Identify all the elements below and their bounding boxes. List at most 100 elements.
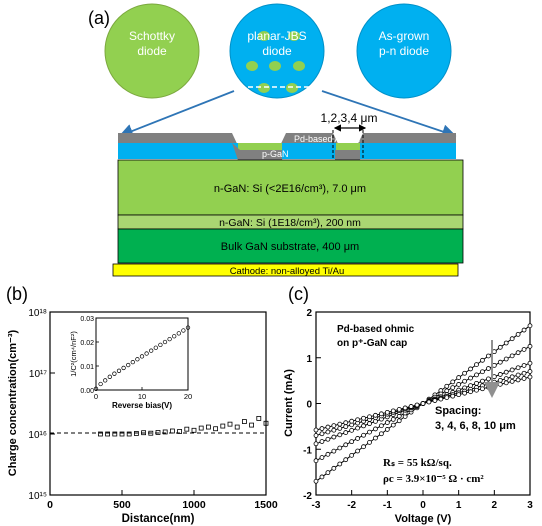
plot-c-point [331, 427, 337, 433]
plot-c-point [402, 405, 408, 411]
plot-c-point [444, 383, 450, 389]
plot-c-point [390, 416, 396, 422]
plot-b-point [198, 425, 204, 431]
plot-b-point [119, 431, 125, 437]
plot-b-point [213, 426, 219, 432]
inset-points [93, 325, 191, 391]
plot-c-point [509, 374, 515, 380]
plot-c-point [319, 439, 325, 444]
schottky-circle [104, 3, 200, 99]
plot-b-point [98, 431, 103, 437]
panel-c-label: (c) [288, 284, 309, 304]
plot-c-point [361, 415, 366, 421]
plot-c-point [456, 382, 462, 387]
plot-b-point [234, 424, 240, 430]
plot-c-point [378, 431, 384, 437]
plot-c-point [438, 396, 444, 402]
plot-c-point [343, 430, 349, 435]
zoom-arrow-right [321, 90, 457, 139]
plot-c-point [521, 327, 527, 333]
cathode-layer [112, 263, 459, 277]
plot-c-title-2: on p⁺-GaN cap [337, 338, 407, 349]
inset-xtick-label: 20 [184, 392, 192, 401]
plot-b-point [162, 429, 168, 435]
plot-b-point [155, 430, 161, 435]
plot-c-ytick-label: 1 [306, 354, 312, 365]
inset-xtick-label: 0 [94, 392, 98, 401]
plot-c-spacing-values: 3, 4, 6, 8, 10 μm [435, 420, 516, 432]
plot-c-ytick-label: -1 [303, 445, 312, 456]
plot-b-point [191, 427, 197, 433]
plot-b-ytick-label: 10¹⁷ [29, 369, 47, 380]
inset-point [121, 365, 126, 371]
plot-c-point [343, 457, 349, 463]
plot-c-point [337, 421, 343, 427]
plot-c-point [367, 421, 372, 427]
anode-label: Pd-based Anode [294, 134, 361, 144]
pgan-label: p-GaN [262, 149, 289, 159]
plot-b-point [148, 430, 154, 436]
plot-c-point [468, 389, 473, 395]
plot-c-point [343, 442, 349, 448]
plot-c-point [390, 408, 396, 414]
inset-ytick-label: 0.01 [80, 364, 94, 371]
plot-c-point [456, 392, 462, 398]
plot-c-point [367, 429, 372, 435]
plot-b-ytick-label: 10¹⁶ [28, 430, 47, 441]
plot-c-point [480, 357, 485, 363]
plot-b-xtick-label: 1000 [182, 499, 206, 511]
plot-c-rhoc: ρc = 3.9×10⁻⁵ Ω · cm² [383, 473, 484, 485]
plot-c-point [325, 429, 331, 435]
plot-c-point [361, 432, 366, 438]
plot-c-point [503, 380, 509, 386]
plot-c-point [349, 427, 355, 433]
plot-c-point [521, 376, 527, 381]
plot-c-point [503, 340, 509, 346]
plot-c-point [355, 448, 361, 454]
pn-circle [356, 3, 452, 99]
inset-point [98, 381, 103, 387]
plot-c-point [480, 378, 485, 384]
plot-c-point [331, 423, 337, 429]
plot-c-point [390, 422, 396, 428]
schottky-label-2: diode [137, 44, 167, 58]
plot-c-point [378, 411, 384, 417]
substrate-label: Bulk GaN substrate, 400 μm [221, 241, 359, 253]
plot-c-point [384, 427, 390, 432]
plot-c-point [527, 369, 533, 374]
substrate-layer [117, 228, 464, 264]
plot-b-point [205, 424, 211, 430]
plot-b-point [227, 421, 233, 427]
drift-label: n-GaN: Si (<2E16/cm³), 7.0 μm [214, 183, 366, 195]
plot-c-point [355, 436, 361, 441]
plot-b-xticks: 0 500 1000 1500 [47, 490, 278, 511]
plot-b-point [133, 431, 139, 436]
plot-c-point [337, 445, 343, 451]
plot-c-point [462, 370, 468, 376]
plot-c-point [444, 395, 450, 401]
plot-c-point [480, 386, 485, 392]
plot-c-point [515, 331, 521, 337]
plot-c-point [319, 426, 325, 431]
plot-c-point [474, 380, 479, 386]
plot-c-point [432, 398, 438, 403]
plot-c-point [367, 414, 372, 420]
plot-c-point [426, 399, 432, 405]
plot-b-point [256, 416, 262, 421]
plot-c-ytick-label: 0 [306, 400, 312, 411]
inset-point [107, 374, 112, 379]
plot-c-point [527, 323, 533, 329]
plot-c-point [355, 417, 361, 423]
inset-point [112, 371, 117, 376]
inset-point [126, 362, 131, 368]
plot-c-point [373, 426, 378, 432]
plot-c-point [384, 420, 390, 425]
plot-c-point [313, 427, 319, 433]
plot-b-ytick-label: 10¹⁸ [28, 308, 47, 319]
plot-c-point [337, 426, 343, 431]
plot-c-rs: Rₛ = 55 kΩ/sq. [383, 457, 452, 469]
plot-c-point [503, 376, 509, 381]
plot-c-point [527, 343, 533, 349]
plot-b-point [169, 428, 175, 434]
